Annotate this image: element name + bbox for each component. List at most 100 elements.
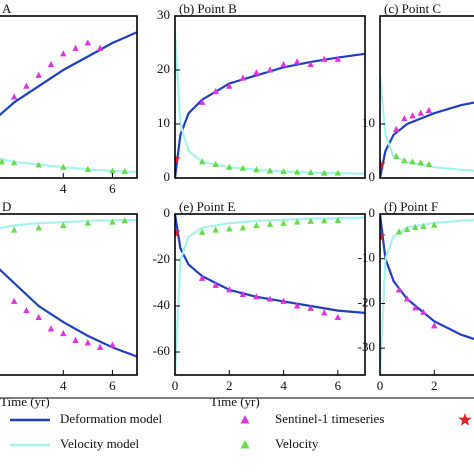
model-line: [380, 218, 474, 375]
triangle-marker: [84, 165, 92, 172]
plot-area: [380, 214, 474, 375]
plot-area: [0, 31, 137, 175]
triangle-marker: [35, 71, 42, 78]
triangle-marker: [334, 216, 342, 223]
triangle-marker: [60, 163, 67, 170]
triangle-marker: [239, 290, 247, 298]
triangle-marker: [293, 218, 301, 225]
y-tick-label: -20: [358, 294, 375, 309]
y-tick-label: 10: [362, 115, 375, 130]
triangle-marker: [212, 88, 219, 95]
panel-title: (b) Point B: [179, 1, 237, 16]
plot-area: [0, 217, 137, 358]
y-tick-label: 20: [157, 61, 170, 76]
triangle-marker: [239, 224, 247, 231]
panel-title: D: [2, 199, 11, 214]
legend-label: Velocity: [275, 436, 319, 451]
triangle-marker: [321, 217, 328, 224]
triangle-marker: [253, 293, 260, 300]
triangle-marker: [198, 274, 206, 281]
legend-label: Deformation model: [60, 411, 163, 426]
triangle-marker: [266, 167, 274, 174]
triangle-marker: [121, 217, 128, 224]
legend-label: Sentinel-1 timeseries: [275, 411, 384, 426]
plot-area: [175, 214, 365, 375]
y-tick-label: 30: [157, 7, 170, 22]
triangle-marker: [10, 226, 18, 233]
triangle-marker: [10, 159, 18, 166]
axes-frame: [379, 213, 474, 376]
plot-area: [175, 32, 365, 178]
y-tick-label: -10: [358, 250, 375, 265]
y-tick-label: -40: [153, 297, 170, 312]
triangle-marker: [212, 226, 219, 233]
model-line: [0, 218, 137, 230]
x-tick-label: 0: [377, 378, 384, 393]
star-marker: [380, 158, 386, 170]
panel-title: (c) Point C: [384, 1, 441, 16]
x-tick-label: 0: [172, 378, 179, 393]
triangle-marker: [307, 304, 314, 311]
triangle-marker: [35, 224, 42, 231]
triangle-marker: [280, 297, 287, 304]
triangle-marker: [226, 163, 233, 170]
triangle-marker: [23, 307, 30, 314]
legend-swatch: [458, 413, 472, 426]
triangle-marker: [412, 304, 419, 311]
triangle-marker: [109, 341, 116, 348]
triangle-marker: [239, 164, 247, 171]
triangle-marker: [409, 158, 416, 165]
model-line: [0, 157, 137, 174]
legend-entry: Velocity: [240, 436, 319, 451]
triangle-marker: [321, 55, 328, 62]
panel-title: (e) Point E: [179, 199, 235, 214]
triangle-marker: [420, 222, 427, 230]
x-tick-label: 2: [431, 378, 438, 393]
triangle-marker: [84, 39, 92, 46]
triangle-marker: [226, 225, 233, 232]
triangle-marker: [280, 167, 287, 175]
x-tick-label: 6: [109, 378, 116, 393]
triangle-marker: [334, 169, 342, 176]
triangle-marker: [253, 221, 260, 229]
triangle-marker: [412, 223, 419, 230]
star-marker: [380, 230, 386, 242]
triangle-marker: [431, 221, 438, 228]
legend-label: Velocity model: [60, 436, 139, 451]
triangle-marker: [253, 69, 260, 76]
triangle-marker: [96, 44, 104, 51]
triangle-marker: [23, 82, 30, 89]
triangle-marker: [280, 61, 287, 68]
triangle-marker: [198, 98, 206, 105]
y-tick-label: 0: [369, 169, 376, 184]
plot-area: [380, 75, 474, 178]
triangle-marker: [266, 295, 274, 302]
model-line: [0, 268, 137, 358]
panel-title: (f) Point F: [384, 199, 438, 214]
triangle-marker: [425, 160, 433, 168]
triangle-marker: [293, 58, 301, 65]
panel-title: A: [2, 1, 12, 16]
triangle-marker: [417, 159, 424, 166]
triangle-marker: [109, 218, 116, 225]
star-marker: [175, 226, 181, 238]
triangle-marker: [409, 112, 416, 119]
y-tick-label: -20: [153, 251, 170, 266]
x-tick-label: 6: [109, 181, 116, 196]
triangle-marker: [212, 281, 219, 288]
axes-frame: [174, 15, 366, 179]
y-tick-label: 10: [157, 115, 170, 130]
triangle-marker: [307, 169, 314, 176]
axes-frame: [0, 15, 138, 179]
x-axis-label: Time (yr): [0, 394, 50, 409]
triangle-marker: [321, 309, 328, 316]
triangle-marker: [198, 228, 206, 235]
legend-entry: [458, 413, 472, 426]
model-line: [380, 75, 474, 172]
triangle-marker: [334, 55, 342, 62]
triangle-marker: [198, 158, 206, 165]
y-tick-label: -30: [358, 339, 375, 354]
legend-entry: Sentinel-1 timeseries: [240, 411, 384, 426]
triangle-marker: [253, 166, 260, 173]
y-tick-label: 0: [164, 169, 171, 184]
